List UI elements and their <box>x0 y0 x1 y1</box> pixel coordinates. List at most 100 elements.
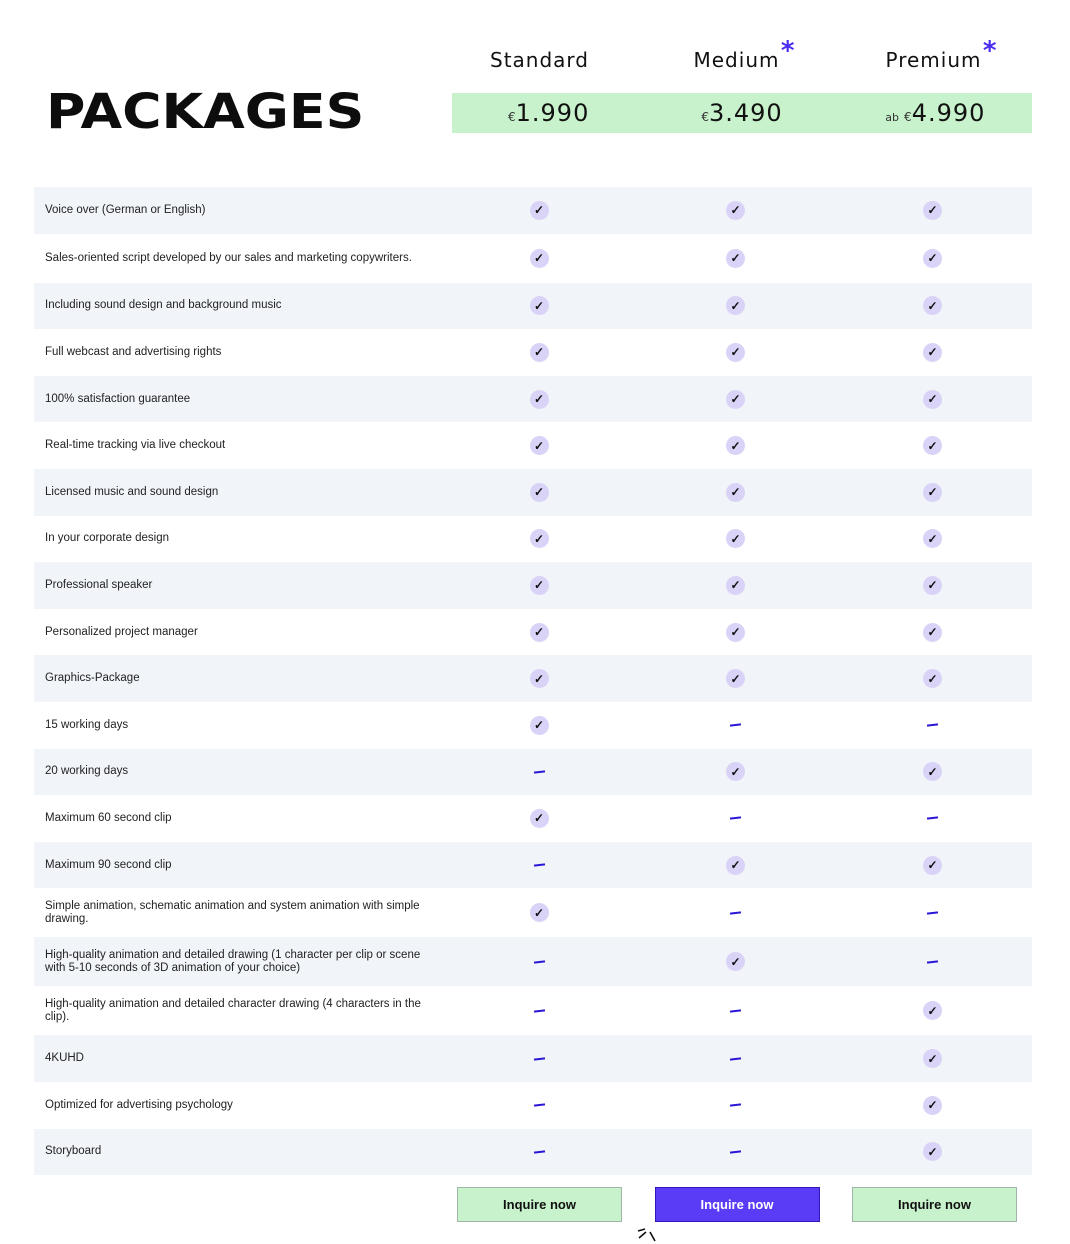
plan-name-premium: Premium * <box>885 36 998 72</box>
check-icon: ✓ <box>726 855 745 875</box>
check-icon: ✓ <box>726 436 745 456</box>
price-bar: €1.990 €3.490 ab €4.990 <box>452 93 1032 133</box>
feature-cell-medium: ✓ <box>637 855 834 875</box>
check-icon: ✓ <box>923 248 942 268</box>
feature-cell-medium: ✓ <box>637 622 834 642</box>
feature-cell-premium <box>834 911 1031 915</box>
feature-cell-premium: ✓ <box>834 529 1031 549</box>
feature-cell-standard: ✓ <box>441 342 637 362</box>
feature-label: Maximum 60 second clip <box>45 811 172 824</box>
dash-icon <box>533 1057 545 1061</box>
feature-cell-standard: ✓ <box>441 482 637 502</box>
table-row: Maximum 90 second clip ✓ ✓ <box>34 841 1032 889</box>
dash-icon <box>533 1150 545 1154</box>
check-icon: ✓ <box>923 762 942 782</box>
table-row: Graphics-Package ✓ ✓ ✓ <box>34 655 1032 702</box>
feature-label: Personalized project manager <box>45 625 198 638</box>
dash-icon <box>729 911 742 915</box>
feature-label: Full webcast and advertising rights <box>45 345 222 358</box>
check-icon: ✓ <box>726 200 745 220</box>
check-icon: ✓ <box>923 1001 942 1021</box>
feature-cell-premium: ✓ <box>834 389 1031 409</box>
dash-icon <box>926 960 939 964</box>
feature-label: Graphics-Package <box>45 672 140 685</box>
asterisk-icon: * <box>780 36 796 66</box>
click-cursor-icon <box>637 1228 656 1242</box>
table-row: Personalized project manager ✓ ✓ ✓ <box>34 608 1032 656</box>
check-icon: ✓ <box>923 1049 942 1069</box>
table-row: In your corporate design ✓ ✓ ✓ <box>34 515 1032 563</box>
feature-cell-premium <box>834 723 1031 727</box>
feature-label: Simple animation, schematic animation an… <box>45 899 420 925</box>
feature-cell-standard: ✓ <box>441 808 637 828</box>
check-icon: ✓ <box>923 1142 942 1162</box>
dash-icon <box>533 1009 545 1013</box>
plan-name-standard: Standard <box>490 48 589 72</box>
table-row: Maximum 60 second clip ✓ <box>34 795 1032 842</box>
check-icon: ✓ <box>529 575 549 595</box>
feature-cell-medium: ✓ <box>637 389 834 409</box>
check-icon: ✓ <box>529 342 549 362</box>
price-medium: €3.490 <box>701 99 783 127</box>
feature-label: Storyboard <box>45 1145 102 1158</box>
feature-cell-standard: ✓ <box>441 436 637 456</box>
feature-cell-standard: ✓ <box>441 248 637 268</box>
dash-icon <box>926 911 939 915</box>
check-icon: ✓ <box>923 1095 942 1115</box>
feature-label: Including sound design and background mu… <box>45 299 282 312</box>
feature-cell-premium: ✓ <box>834 855 1031 875</box>
table-row: Sales-oriented script developed by our s… <box>34 233 1032 283</box>
check-icon: ✓ <box>923 296 942 316</box>
check-icon: ✓ <box>923 342 942 362</box>
feature-cell-standard <box>441 1057 637 1061</box>
feature-label: Voice over (German or English) <box>45 203 206 216</box>
check-icon: ✓ <box>923 669 942 689</box>
price-standard: €1.990 <box>507 99 590 127</box>
feature-cell-medium: ✓ <box>637 296 834 316</box>
check-icon: ✓ <box>529 248 549 268</box>
check-icon: ✓ <box>529 389 549 409</box>
feature-cell-premium <box>834 960 1031 964</box>
dash-icon <box>729 723 742 727</box>
dash-icon <box>533 770 545 774</box>
inquire-premium-button[interactable]: Inquire now <box>852 1187 1017 1222</box>
check-icon: ✓ <box>529 903 549 923</box>
feature-cell-premium: ✓ <box>834 1049 1031 1069</box>
table-row: Professional speaker ✓ ✓ ✓ <box>34 562 1032 609</box>
table-row: Real-time tracking via live checkout ✓ ✓ ✓ <box>34 422 1032 469</box>
feature-cell-medium: ✓ <box>637 529 834 549</box>
feature-label: Real-time tracking via live checkout <box>45 439 226 452</box>
feature-label: 15 working days <box>45 718 129 731</box>
check-icon: ✓ <box>923 200 942 220</box>
table-row: 15 working days ✓ <box>34 701 1032 749</box>
price-premium: ab €4.990 <box>885 99 986 127</box>
feature-cell-standard <box>441 960 637 964</box>
feature-cell-standard <box>441 1103 637 1107</box>
feature-label: 20 working days <box>45 765 129 778</box>
feature-cell-premium: ✓ <box>834 1095 1031 1115</box>
check-icon: ✓ <box>726 482 745 502</box>
feature-cell-standard <box>441 863 637 867</box>
check-icon: ✓ <box>529 482 549 502</box>
inquire-standard-button[interactable]: Inquire now <box>457 1187 622 1222</box>
feature-cell-medium <box>637 911 834 915</box>
inquire-medium-button[interactable]: Inquire now <box>654 1187 820 1222</box>
check-icon: ✓ <box>923 436 942 456</box>
check-icon: ✓ <box>529 529 549 549</box>
dash-icon <box>926 816 939 820</box>
dash-icon <box>533 863 545 867</box>
feature-cell-premium <box>834 816 1031 820</box>
table-row: Full webcast and advertising rights ✓ ✓ ✓ <box>34 329 1032 376</box>
dash-icon <box>729 1057 742 1061</box>
feature-cell-premium: ✓ <box>834 622 1031 642</box>
check-icon: ✓ <box>923 855 942 875</box>
feature-cell-premium: ✓ <box>834 296 1031 316</box>
feature-cell-premium: ✓ <box>834 200 1031 220</box>
check-icon: ✓ <box>726 342 745 362</box>
features-table: Voice over (German or English) ✓ ✓ ✓ Sales-o… <box>34 187 1032 1176</box>
cta-buttons: Inquire now Inquire now Inquire now <box>457 1187 1017 1222</box>
feature-cell-medium <box>637 1150 834 1154</box>
feature-label: Optimized for advertising psychology <box>45 1098 233 1111</box>
feature-cell-standard <box>441 770 637 774</box>
feature-cell-medium <box>637 1057 834 1061</box>
